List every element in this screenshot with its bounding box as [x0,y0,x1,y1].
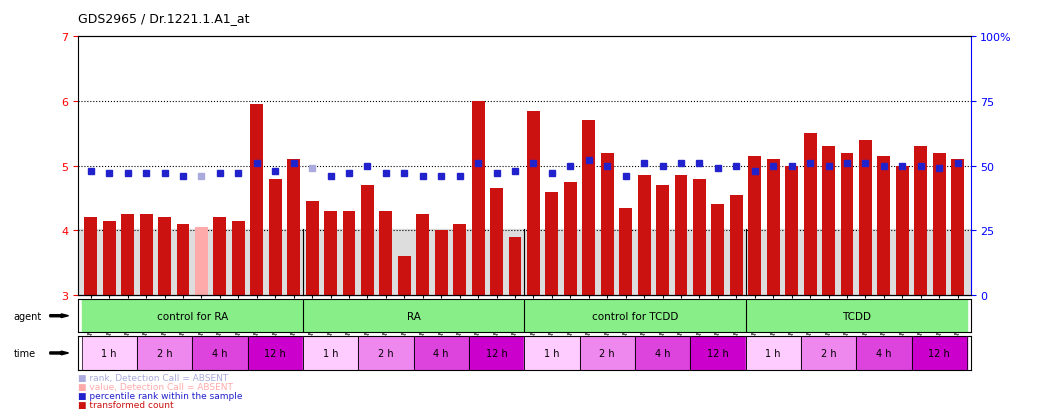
Text: 4 h: 4 h [876,348,892,358]
Bar [620,208,632,295]
Bar [195,228,208,295]
Bar [343,211,355,295]
Bar [524,299,745,332]
Bar [858,140,872,295]
Bar [579,337,635,370]
Bar [730,195,743,295]
Bar [82,337,137,370]
Bar [711,205,725,295]
Bar [137,337,192,370]
Bar [656,185,668,295]
Bar [361,185,374,295]
Bar [269,179,281,295]
Bar [324,211,337,295]
Text: ■ value, Detection Call = ABSENT: ■ value, Detection Call = ABSENT [78,382,233,391]
Text: ■ rank, Detection Call = ABSENT: ■ rank, Detection Call = ABSENT [78,373,228,382]
Text: 2 h: 2 h [157,348,172,358]
Bar [509,237,521,295]
Bar [693,179,706,295]
Text: 2 h: 2 h [821,348,837,358]
Text: 2 h: 2 h [378,348,393,358]
Bar [601,153,613,295]
Bar [545,192,558,295]
Bar [527,112,540,295]
Bar [380,211,392,295]
Bar [748,157,761,295]
Text: 12 h: 12 h [707,348,729,358]
Bar [84,218,98,295]
Bar [176,224,189,295]
Bar [635,337,690,370]
Bar [914,147,927,295]
Text: 12 h: 12 h [265,348,286,358]
Bar [231,221,245,295]
Text: 4 h: 4 h [212,348,227,358]
Text: ■ transformed count: ■ transformed count [78,400,173,409]
Text: time: time [13,348,35,358]
Bar [158,218,171,295]
Bar [469,337,524,370]
Bar [288,160,300,295]
Text: 4 h: 4 h [434,348,449,358]
Text: agent: agent [13,311,42,321]
Bar [303,337,358,370]
Text: TCDD: TCDD [842,311,871,321]
Bar [767,160,780,295]
Bar [192,337,247,370]
Bar [398,256,411,295]
Bar [911,337,966,370]
Bar [103,221,115,295]
Text: 1 h: 1 h [323,348,338,358]
Bar [582,121,595,295]
Bar [454,224,466,295]
Bar [877,157,891,295]
Bar [214,218,226,295]
Bar [413,337,469,370]
Bar [490,189,503,295]
Bar [896,166,908,295]
Bar [358,337,413,370]
Bar [933,153,946,295]
Bar [564,183,577,295]
Bar [745,337,801,370]
Bar [416,215,429,295]
Text: 1 h: 1 h [544,348,559,358]
Bar [690,337,745,370]
Bar [247,337,303,370]
Bar [785,166,798,295]
Text: control for TCDD: control for TCDD [592,311,678,321]
Text: ■ percentile rank within the sample: ■ percentile rank within the sample [78,391,242,400]
Bar [250,105,264,295]
Bar [524,337,579,370]
Text: control for RA: control for RA [157,311,227,321]
Text: 1 h: 1 h [102,348,117,358]
Bar [856,337,911,370]
Text: GDS2965 / Dr.1221.1.A1_at: GDS2965 / Dr.1221.1.A1_at [78,12,249,25]
Bar [435,231,447,295]
Bar [745,299,966,332]
Bar [471,102,485,295]
Bar [841,153,853,295]
Bar [303,299,524,332]
Text: 12 h: 12 h [928,348,950,358]
Bar [637,176,651,295]
Bar [78,229,971,295]
Bar [305,202,319,295]
Bar [82,299,303,332]
Text: 12 h: 12 h [486,348,508,358]
Bar [121,215,134,295]
Text: RA: RA [407,311,420,321]
Bar [801,337,856,370]
Bar [675,176,687,295]
Bar [140,215,153,295]
Text: 4 h: 4 h [655,348,671,358]
Bar [803,134,817,295]
Bar [822,147,835,295]
Text: 2 h: 2 h [599,348,614,358]
Text: 1 h: 1 h [765,348,781,358]
Bar [951,160,964,295]
